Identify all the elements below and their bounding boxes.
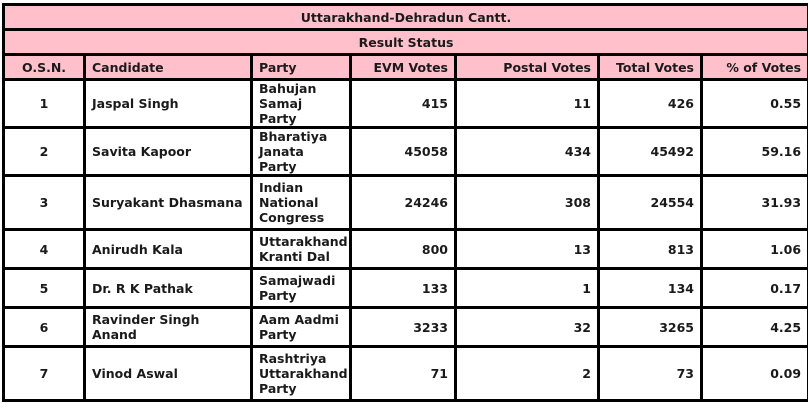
osn-cell: 2 <box>2 126 86 177</box>
column-header-postal-votes: Postal Votes <box>454 53 600 81</box>
evm-votes-cell: 415 <box>349 78 457 129</box>
party-cell: Uttarakhand Kranti Dal <box>250 228 352 270</box>
evm-votes-cell: 800 <box>349 228 457 270</box>
column-header-party: Party <box>250 53 352 81</box>
candidate-cell: Anirudh Kala <box>83 228 253 270</box>
postal-votes-cell: 434 <box>454 126 600 177</box>
total-votes-cell: 134 <box>597 267 703 309</box>
candidate-cell: Savita Kapoor <box>83 126 253 177</box>
postal-votes-cell: 1 <box>454 267 600 309</box>
postal-votes-cell: 11 <box>454 78 600 129</box>
percent-votes-cell: 1.06 <box>699 228 808 270</box>
candidate-cell: Vinod Aswal <box>83 345 253 402</box>
evm-votes-cell: 45058 <box>349 126 457 177</box>
table-row: 7 Vinod Aswal Rashtriya Uttarakhand Part… <box>2 345 808 402</box>
evm-votes-cell: 3233 <box>349 306 457 348</box>
total-votes-cell: 3265 <box>597 306 703 348</box>
osn-cell: 4 <box>2 228 86 270</box>
result-status-heading: Result Status <box>1 28 808 56</box>
election-results-table: Uttarakhand-Dehradun Cantt. Result Statu… <box>1 3 808 402</box>
table-row: 2 Savita Kapoor Bharatiya Janata Party 4… <box>2 126 808 177</box>
column-header-row: O.S.N. Candidate Party EVM Votes Postal … <box>2 53 808 81</box>
constituency-title: Uttarakhand-Dehradun Cantt. <box>1 3 808 31</box>
percent-votes-cell: 31.93 <box>699 174 808 231</box>
total-votes-cell: 24554 <box>597 174 703 231</box>
percent-votes-cell: 4.25 <box>699 306 808 348</box>
osn-cell: 7 <box>2 345 86 402</box>
postal-votes-cell: 2 <box>454 345 600 402</box>
percent-votes-cell: 59.16 <box>699 126 808 177</box>
table-row: 3 Suryakant Dhasmana Indian National Con… <box>2 174 808 231</box>
party-cell: Indian National Congress <box>250 174 352 231</box>
evm-votes-cell: 71 <box>349 345 457 402</box>
total-votes-cell: 45492 <box>597 126 703 177</box>
table-row: 6 Ravinder Singh Anand Aam Aadmi Party 3… <box>2 306 808 348</box>
postal-votes-cell: 308 <box>454 174 600 231</box>
percent-votes-cell: 0.17 <box>699 267 808 309</box>
percent-votes-cell: 0.09 <box>699 345 808 402</box>
column-header-candidate: Candidate <box>83 53 253 81</box>
party-cell: Bahujan Samaj Party <box>250 78 352 129</box>
evm-votes-cell: 133 <box>349 267 457 309</box>
party-cell: Samajwadi Party <box>250 267 352 309</box>
candidate-cell: Suryakant Dhasmana <box>83 174 253 231</box>
column-header-percent-votes: % of Votes <box>699 53 808 81</box>
party-cell: Bharatiya Janata Party <box>250 126 352 177</box>
candidate-cell: Dr. R K Pathak <box>83 267 253 309</box>
osn-cell: 3 <box>2 174 86 231</box>
total-votes-cell: 426 <box>597 78 703 129</box>
candidate-cell: Jaspal Singh <box>83 78 253 129</box>
postal-votes-cell: 13 <box>454 228 600 270</box>
column-header-osn: O.S.N. <box>2 53 86 81</box>
party-cell: Aam Aadmi Party <box>250 306 352 348</box>
total-votes-cell: 813 <box>597 228 703 270</box>
osn-cell: 5 <box>2 267 86 309</box>
table-row: 5 Dr. R K Pathak Samajwadi Party 133 1 1… <box>2 267 808 309</box>
candidate-cell: Ravinder Singh Anand <box>83 306 253 348</box>
column-header-evm-votes: EVM Votes <box>349 53 457 81</box>
table-row: 4 Anirudh Kala Uttarakhand Kranti Dal 80… <box>2 228 808 270</box>
percent-votes-cell: 0.55 <box>699 78 808 129</box>
osn-cell: 6 <box>2 306 86 348</box>
osn-cell: 1 <box>2 78 86 129</box>
total-votes-cell: 73 <box>597 345 703 402</box>
table-row: 1 Jaspal Singh Bahujan Samaj Party 415 1… <box>2 78 808 129</box>
party-cell: Rashtriya Uttarakhand Party <box>250 345 352 402</box>
column-header-total-votes: Total Votes <box>597 53 703 81</box>
evm-votes-cell: 24246 <box>349 174 457 231</box>
postal-votes-cell: 32 <box>454 306 600 348</box>
